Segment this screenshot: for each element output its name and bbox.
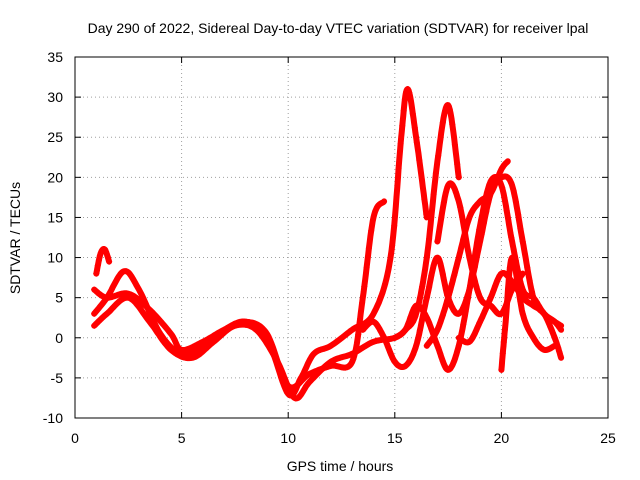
x-tick-label: 15 (387, 430, 403, 446)
y-tick-label: 30 (47, 89, 63, 105)
plot-border (74, 56, 609, 419)
y-tick-label: 15 (47, 209, 63, 225)
y-tick-label: 25 (47, 129, 63, 145)
y-tick-label: 10 (47, 250, 63, 266)
series-markers (91, 199, 387, 390)
series-pass-d (93, 246, 113, 277)
series-markers (93, 246, 113, 277)
series-trace (391, 174, 565, 373)
x-tick-label: 0 (71, 430, 79, 446)
series-pass-a (91, 86, 430, 399)
series-layer (91, 86, 565, 402)
y-tick-label: 5 (55, 290, 63, 306)
x-axis-label: GPS time / hours (287, 458, 394, 474)
series-markers (91, 86, 430, 398)
tick-labels: 0 5 10 15 20 25 -10 -5 0 5 10 15 20 25 30 35 (43, 49, 616, 446)
y-tick-label: 0 (55, 330, 63, 346)
axis-frame (74, 56, 609, 419)
chart-title: Day 290 of 2022, Sidereal Day-to-day VTE… (88, 20, 589, 36)
x-tick-label: 20 (494, 430, 510, 446)
y-tick-label: 20 (47, 169, 63, 185)
x-tick-label: 5 (178, 430, 186, 446)
x-tick-label: 10 (280, 430, 296, 446)
y-tick-label: 35 (47, 49, 63, 65)
x-tick-label: 25 (600, 430, 616, 446)
series-trace (91, 86, 430, 399)
series-markers (498, 255, 558, 373)
series-pass-c (91, 198, 388, 391)
grid-lines (75, 57, 608, 418)
y-tick-label: -5 (51, 370, 64, 386)
series-pass-j (498, 254, 558, 373)
y-tick-label: -10 (43, 410, 63, 426)
y-axis-label: SDTVAR / TECUs (7, 182, 23, 294)
